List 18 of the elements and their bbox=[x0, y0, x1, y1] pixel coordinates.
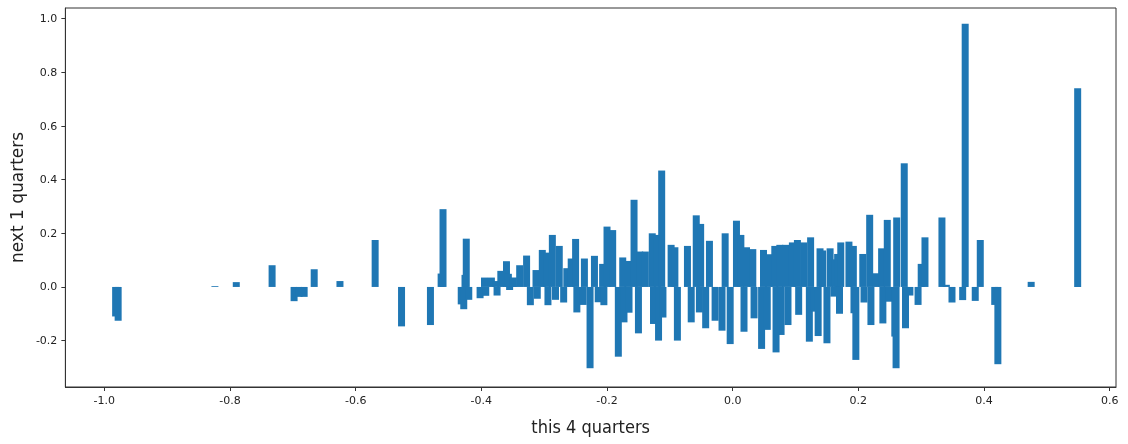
x-axis-title: this 4 quarters bbox=[531, 415, 651, 437]
y-axis-title: next 1 quarters bbox=[6, 131, 27, 264]
x-tick-label: -0.6 bbox=[344, 394, 367, 407]
y-tick-label: 0.4 bbox=[39, 173, 58, 187]
x-tick-label: -1.0 bbox=[93, 394, 116, 407]
x-tick-label: -0.8 bbox=[219, 394, 241, 407]
y-tick-label: 0.2 bbox=[39, 226, 58, 240]
x-tick-label: 0.4 bbox=[975, 394, 993, 407]
x-tick-label: 0.0 bbox=[723, 394, 742, 407]
x-tick-label: 0.2 bbox=[849, 394, 868, 407]
x-tick-label: -0.4 bbox=[470, 394, 493, 407]
y-tick-label: 0.6 bbox=[39, 119, 58, 133]
y-tick-label: -0.2 bbox=[35, 334, 58, 348]
y-tick-label: 0.8 bbox=[39, 65, 58, 79]
y-tick-label: 1.0 bbox=[39, 12, 58, 26]
y-tick-label: 0.0 bbox=[39, 280, 58, 294]
x-tick-label: -0.2 bbox=[596, 394, 618, 407]
x-tick-label: 0.6 bbox=[1100, 394, 1119, 407]
